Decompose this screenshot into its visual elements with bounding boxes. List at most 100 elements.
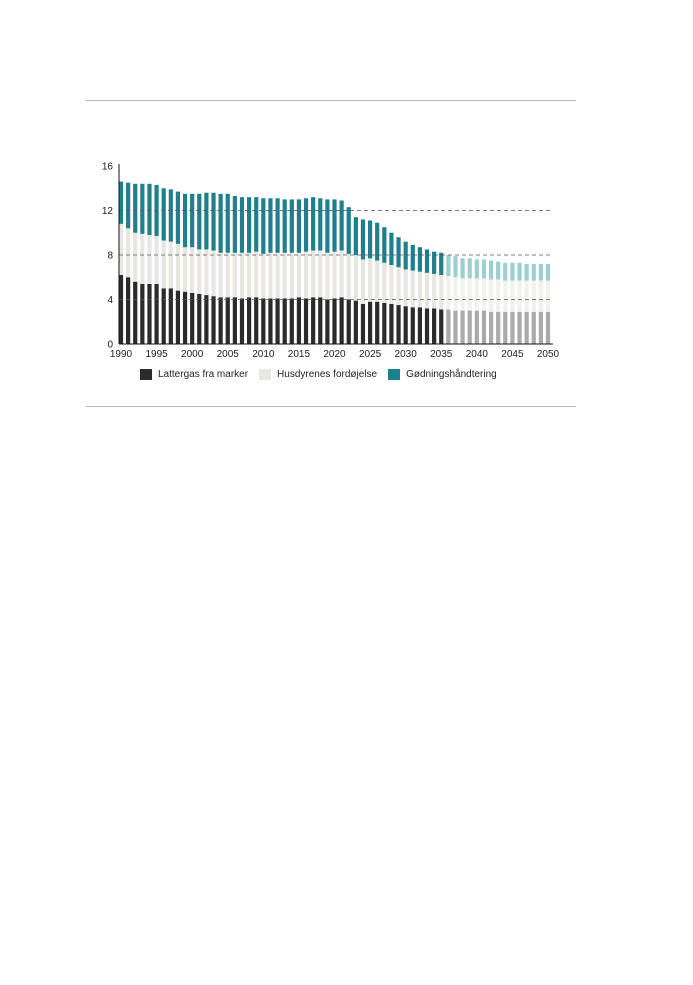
bar-2039-series-0 (467, 310, 472, 345)
legend-label-husdyr: Husdyrenes fordøjelse (277, 369, 378, 380)
bar-2021-series-1 (339, 250, 344, 298)
bar-2017-series-1 (311, 250, 316, 298)
bar-1995-series-0 (154, 283, 159, 344)
y-tick-label-4: 4 (107, 295, 113, 306)
bar-1991-series-0 (126, 277, 131, 344)
bar-2046-series-1 (517, 280, 522, 312)
bar-2021-series-2 (339, 200, 344, 251)
legend-item-lattergas: Lattergas fra marker (140, 369, 248, 380)
x-tick-label-1995: 1995 (145, 349, 168, 360)
bar-2016-series-1 (303, 251, 309, 299)
bar-1993-series-0 (140, 283, 145, 344)
bar-2019-series-2 (325, 199, 330, 253)
legend-swatch-goedning (388, 369, 401, 380)
bar-1999-series-2 (182, 193, 188, 248)
stacked-bar-chart: 0 4 8 12 16 1990 1995 2000 2005 2010 2015 2020 2025 2… (102, 162, 560, 361)
bar-2007-series-2 (239, 197, 245, 253)
bar-2049-series-1 (538, 280, 543, 312)
bar-2038-series-0 (460, 310, 465, 345)
bar-1990-series-2 (118, 181, 124, 224)
bar-2025-series-1 (367, 258, 373, 302)
bar-2016-series-2 (303, 198, 309, 252)
bar-2006-series-2 (232, 196, 237, 253)
bar-2012-series-0 (275, 298, 280, 344)
bar-2013-series-2 (282, 199, 287, 253)
x-tick-label-2000: 2000 (181, 349, 204, 360)
bar-2031-series-2 (410, 244, 415, 271)
bar-2037-series-1 (453, 277, 458, 311)
bar-1994-series-0 (147, 283, 152, 344)
bar-2032-series-2 (417, 247, 422, 272)
bar-2048-series-1 (531, 280, 536, 312)
bar-2025-series-2 (367, 220, 373, 259)
bar-1990-series-0 (118, 275, 124, 344)
bar-2026-series-2 (375, 222, 380, 261)
bar-2002-series-0 (204, 295, 209, 344)
bar-2043-series-2 (496, 261, 501, 280)
bar-2014-series-1 (289, 252, 294, 299)
bar-2005-series-0 (225, 297, 230, 344)
bar-2037-series-0 (453, 310, 458, 345)
bar-1996-series-2 (161, 188, 166, 241)
bar-1997-series-1 (168, 241, 173, 289)
bar-2034-series-1 (432, 273, 437, 309)
bar-2047-series-1 (524, 280, 529, 312)
bar-1997-series-0 (168, 288, 173, 345)
bar-1992-series-2 (133, 183, 138, 233)
bar-2000-series-2 (190, 193, 195, 248)
bar-2044-series-1 (503, 280, 508, 312)
bar-2012-series-2 (275, 198, 280, 253)
bar-2004-series-1 (218, 252, 223, 298)
bar-2033-series-0 (424, 308, 430, 344)
bar-2035-series-0 (439, 309, 444, 344)
bar-2029-series-1 (396, 267, 401, 306)
bar-2009-series-2 (254, 197, 259, 252)
legend: Lattergas fra marker Husdyrenes fordøjel… (140, 369, 508, 380)
bar-2045-series-1 (510, 280, 515, 312)
bar-2023-series-1 (353, 255, 358, 301)
legend-label-lattergas: Lattergas fra marker (158, 369, 249, 380)
bar-2047-series-0 (524, 311, 529, 344)
bar-2030-series-2 (403, 241, 408, 270)
bar-2012-series-1 (275, 252, 280, 299)
bar-2010-series-0 (261, 298, 266, 344)
bar-2027-series-0 (382, 302, 387, 344)
bar-1998-series-2 (175, 191, 181, 244)
y-tick-label-0: 0 (107, 340, 113, 351)
bar-2005-series-2 (225, 193, 230, 253)
bar-1991-series-1 (126, 228, 131, 278)
bar-2049-series-0 (538, 311, 543, 344)
bar-2039-series-2 (467, 258, 472, 279)
bar-2042-series-1 (488, 279, 494, 312)
bar-2022-series-0 (346, 299, 351, 344)
bar-2041-series-2 (481, 259, 487, 279)
bar-2031-series-1 (410, 270, 415, 308)
bar-2010-series-2 (261, 198, 266, 254)
bar-2011-series-0 (268, 298, 273, 344)
bar-2000-series-1 (190, 247, 195, 293)
bar-2019-series-0 (325, 299, 330, 344)
bar-1992-series-0 (133, 281, 138, 344)
bar-2022-series-1 (346, 253, 351, 300)
bar-2045-series-2 (510, 262, 515, 281)
legend-swatch-husdyr (259, 369, 272, 380)
bar-2011-series-2 (268, 198, 273, 253)
bar-2017-series-2 (311, 197, 316, 251)
bar-2049-series-2 (538, 263, 543, 281)
x-tick-label-2030: 2030 (395, 349, 418, 360)
bar-2040-series-0 (474, 310, 479, 345)
bar-1990-series-1 (118, 223, 124, 276)
bar-2001-series-0 (197, 293, 202, 344)
bar-1997-series-2 (168, 189, 173, 242)
legend-item-goedning: Gødningshåndtering (388, 369, 497, 380)
bar-2050-series-2 (545, 263, 551, 281)
bar-2014-series-0 (289, 298, 294, 344)
bar-2038-series-2 (460, 258, 465, 279)
x-tick-label-2045: 2045 (501, 349, 524, 360)
bar-2011-series-1 (268, 252, 273, 299)
bar-1998-series-0 (175, 290, 181, 344)
bar-2005-series-1 (225, 252, 230, 298)
bar-2024-series-0 (360, 303, 366, 344)
bar-1991-series-2 (126, 182, 131, 229)
bar-2050-series-1 (545, 280, 551, 312)
